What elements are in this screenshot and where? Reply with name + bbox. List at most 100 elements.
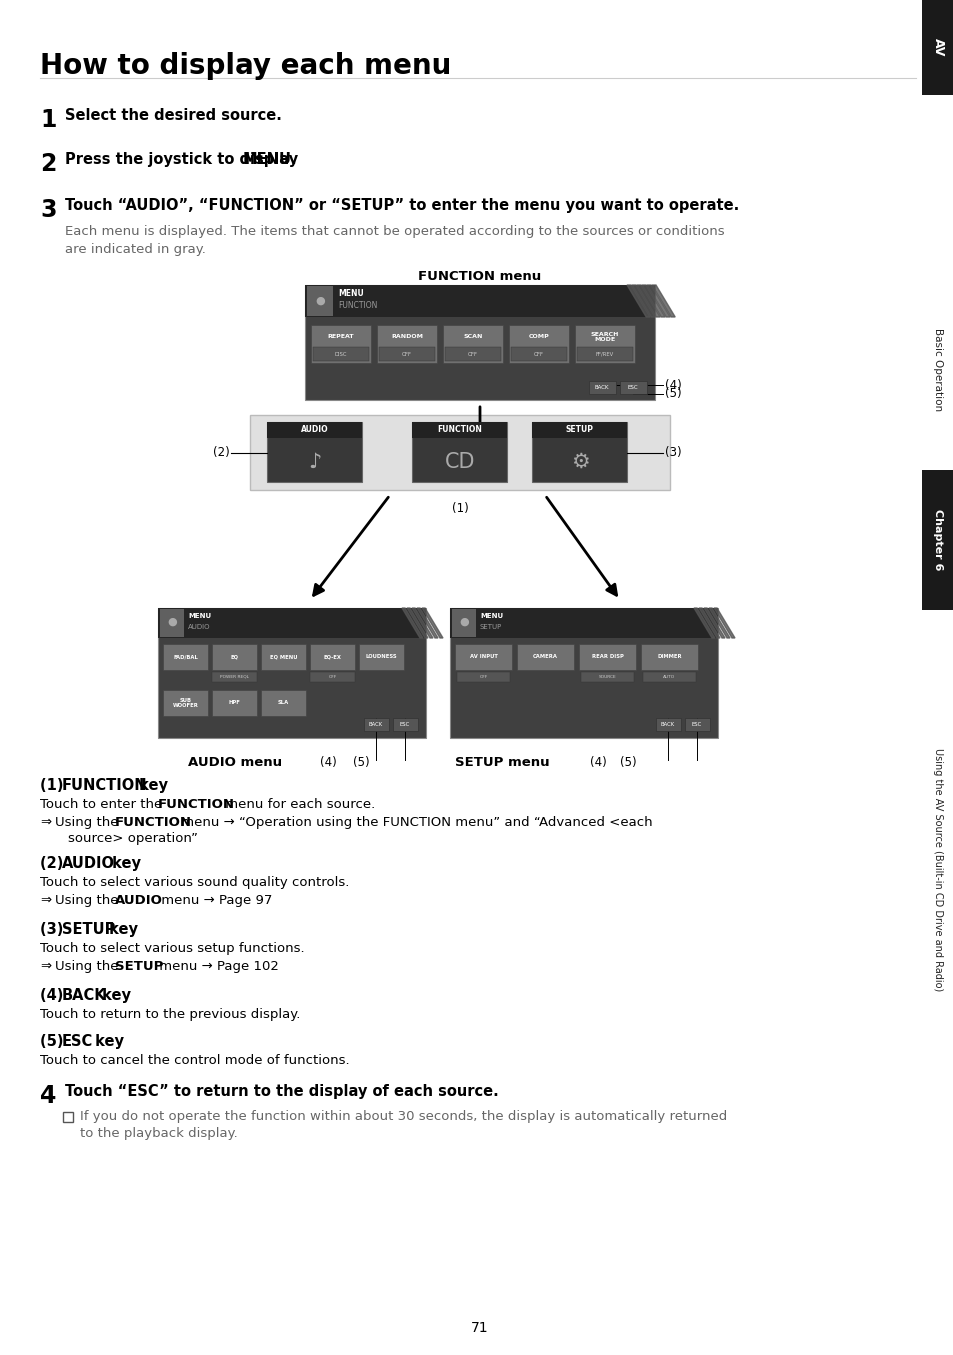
Text: CD: CD xyxy=(444,453,475,472)
Bar xyxy=(921,470,953,610)
Bar xyxy=(588,381,616,394)
Text: source> operation”: source> operation” xyxy=(68,832,198,846)
Text: key: key xyxy=(133,778,168,793)
Text: AUTO: AUTO xyxy=(662,675,675,679)
Bar xyxy=(452,608,476,637)
Text: menu → “Operation using the FUNCTION menu” and “Advanced <each: menu → “Operation using the FUNCTION men… xyxy=(177,816,652,829)
Text: key: key xyxy=(107,856,141,871)
Text: SETUP: SETUP xyxy=(565,425,594,435)
Polygon shape xyxy=(651,285,675,317)
Text: 2: 2 xyxy=(40,152,56,176)
Text: Using the: Using the xyxy=(55,816,123,829)
Bar xyxy=(412,421,507,482)
Text: ●: ● xyxy=(167,617,176,627)
Text: (4): (4) xyxy=(664,378,681,392)
Text: ESC: ESC xyxy=(62,1034,93,1049)
Bar xyxy=(578,644,636,669)
Text: SETUP: SETUP xyxy=(479,625,501,630)
Text: REPEAT: REPEAT xyxy=(328,335,354,340)
Bar xyxy=(412,421,507,438)
Text: FUNCTION: FUNCTION xyxy=(62,778,148,793)
Text: Select the desired source.: Select the desired source. xyxy=(65,108,281,123)
Polygon shape xyxy=(631,285,655,317)
Text: to the playback display.: to the playback display. xyxy=(80,1127,237,1140)
Text: AUDIO: AUDIO xyxy=(115,894,163,906)
Text: (5): (5) xyxy=(353,756,369,770)
Text: EQ MENU: EQ MENU xyxy=(270,654,297,660)
Text: MENU.: MENU. xyxy=(243,152,297,167)
Text: ESC: ESC xyxy=(627,385,638,390)
Text: OFF: OFF xyxy=(401,351,412,356)
Bar xyxy=(575,325,635,363)
Text: FUNCTION: FUNCTION xyxy=(337,301,377,309)
Bar xyxy=(450,608,718,638)
Text: ⇒: ⇒ xyxy=(40,894,51,906)
Text: Chapter 6: Chapter 6 xyxy=(932,509,942,570)
Bar xyxy=(307,286,333,316)
Text: (5): (5) xyxy=(664,388,680,401)
Text: FUNCTION menu: FUNCTION menu xyxy=(418,270,541,283)
Bar xyxy=(455,644,512,669)
Text: OFF: OFF xyxy=(468,351,477,356)
Text: FUNCTION: FUNCTION xyxy=(437,425,482,435)
Bar xyxy=(444,347,500,360)
Text: FF/REV: FF/REV xyxy=(596,351,614,356)
Polygon shape xyxy=(713,608,734,638)
Polygon shape xyxy=(407,608,428,638)
Bar xyxy=(442,325,502,363)
Text: OFF: OFF xyxy=(478,675,487,679)
Polygon shape xyxy=(637,285,659,317)
Polygon shape xyxy=(412,608,433,638)
Text: SETUP: SETUP xyxy=(62,921,115,938)
Text: (4): (4) xyxy=(589,756,606,770)
Bar xyxy=(364,718,389,730)
Text: Touch to select various setup functions.: Touch to select various setup functions. xyxy=(40,942,304,955)
Text: AUDIO: AUDIO xyxy=(301,425,329,435)
Bar xyxy=(580,672,634,682)
Text: ●: ● xyxy=(458,617,468,627)
Text: (1): (1) xyxy=(451,501,468,515)
Polygon shape xyxy=(646,285,670,317)
Text: ●: ● xyxy=(314,295,325,306)
Text: MENU: MENU xyxy=(337,290,363,298)
Bar xyxy=(212,644,256,669)
Text: REAR DISP: REAR DISP xyxy=(591,654,622,660)
Bar xyxy=(378,347,435,360)
Bar xyxy=(684,718,709,730)
Bar xyxy=(376,325,436,363)
Text: (4): (4) xyxy=(40,988,69,1003)
Bar xyxy=(532,421,627,482)
Text: OFF: OFF xyxy=(328,675,336,679)
Text: SETUP: SETUP xyxy=(115,959,163,973)
Text: menu → Page 102: menu → Page 102 xyxy=(154,959,278,973)
Text: Touch to enter the: Touch to enter the xyxy=(40,798,167,812)
Text: (2): (2) xyxy=(40,856,69,871)
Text: MENU: MENU xyxy=(188,612,211,619)
Bar xyxy=(158,608,426,738)
Text: SOURCE: SOURCE xyxy=(598,675,616,679)
Text: BACK: BACK xyxy=(660,722,675,728)
Text: COMP: COMP xyxy=(528,335,549,340)
Text: How to display each menu: How to display each menu xyxy=(40,51,451,80)
Bar xyxy=(158,608,426,638)
Bar xyxy=(160,608,184,637)
Bar xyxy=(393,718,417,730)
Text: ⇒: ⇒ xyxy=(40,959,51,973)
Polygon shape xyxy=(703,608,724,638)
Text: Each menu is displayed. The items that cannot be operated according to the sourc: Each menu is displayed. The items that c… xyxy=(65,225,724,238)
Text: key: key xyxy=(97,988,131,1003)
Bar xyxy=(313,347,369,360)
Bar xyxy=(311,325,371,363)
Bar xyxy=(456,672,510,682)
Text: If you do not operate the function within about 30 seconds, the display is autom: If you do not operate the function withi… xyxy=(80,1110,726,1123)
Polygon shape xyxy=(421,608,442,638)
Bar xyxy=(642,672,696,682)
Text: BACK: BACK xyxy=(369,722,383,728)
Text: Touch to select various sound quality controls.: Touch to select various sound quality co… xyxy=(40,875,349,889)
Text: key: key xyxy=(90,1034,124,1049)
Text: ⇒: ⇒ xyxy=(40,816,51,829)
Bar xyxy=(163,690,208,715)
Bar xyxy=(358,644,403,669)
Text: LOUDNESS: LOUDNESS xyxy=(365,654,396,660)
Text: Using the: Using the xyxy=(55,894,123,906)
